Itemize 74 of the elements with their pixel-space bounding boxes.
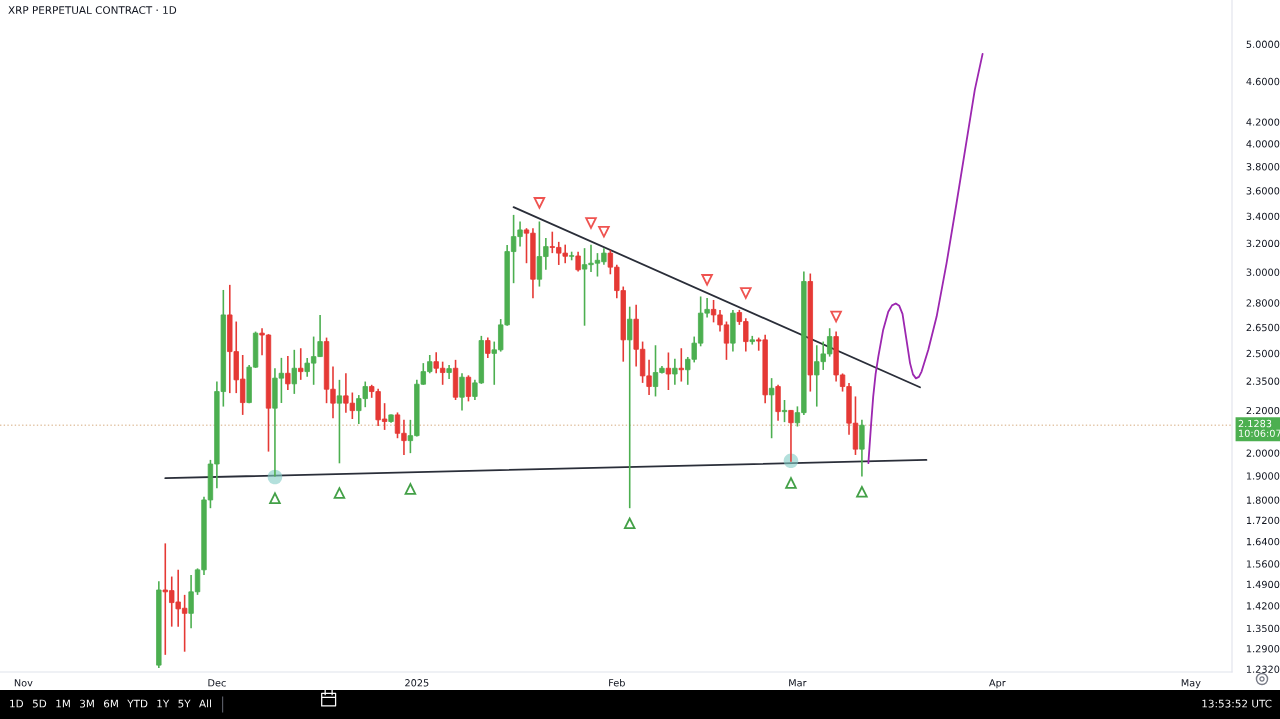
- candlestick: [291, 349, 297, 395]
- y-tick-label: 1.7200: [1246, 516, 1280, 525]
- ref-line-label: 2.1283 10:06:07: [1238, 419, 1280, 437]
- x-tick-label: Nov: [14, 679, 33, 687]
- y-tick-label: 1.5600: [1246, 560, 1280, 568]
- y-tick-label: 1.8000: [1246, 496, 1280, 504]
- y-tick-label: 4.2000: [1246, 118, 1280, 126]
- text: 3M: [80, 699, 94, 708]
- candlestick: [575, 250, 581, 273]
- y-tick-label: 4.0000: [1246, 140, 1280, 148]
- y-tick-label: 3.8000: [1246, 163, 1280, 171]
- x-tick-label: Feb: [609, 678, 625, 687]
- y-tick-label: 1.9000: [1246, 472, 1280, 480]
- point: [404, 483, 417, 495]
- point: [740, 287, 752, 299]
- candlestick: [285, 355, 291, 391]
- point: [598, 225, 610, 238]
- y-tick-label: 4.6000: [1246, 77, 1280, 86]
- x-tick-label: Mar: [789, 679, 807, 687]
- text: 1D: [10, 699, 24, 708]
- point: [701, 274, 713, 286]
- point: [785, 477, 797, 489]
- y-tick-label: 1.6400: [1246, 537, 1280, 546]
- candlestick: [781, 399, 788, 423]
- y-tick-label: 2.2000: [1246, 406, 1280, 415]
- y-tick-label: 1.4900: [1246, 580, 1280, 589]
- y-tick-label: 3.0000: [1246, 268, 1280, 276]
- x-tick-label: Apr: [989, 679, 1006, 689]
- point: [623, 517, 636, 530]
- candlestick: [768, 377, 775, 440]
- line-series: [867, 52, 984, 464]
- y-tick-label: 3.4000: [1246, 212, 1280, 221]
- text: 1Y: [157, 699, 170, 708]
- text: All: [199, 699, 211, 708]
- x-tick-label: May: [1181, 679, 1201, 689]
- point: [830, 310, 842, 323]
- text: 5D: [32, 699, 47, 708]
- text: 5Y: [178, 699, 191, 708]
- text: 6M: [103, 699, 118, 708]
- y-tick-label: 2.0000: [1246, 449, 1280, 457]
- y-tick-label: 2.6500: [1246, 323, 1280, 332]
- text: YTD: [127, 699, 148, 708]
- candlestick: [627, 305, 633, 509]
- point: [333, 487, 346, 499]
- candlestick: [485, 336, 491, 359]
- point: [269, 492, 281, 504]
- candlestick: [672, 357, 678, 386]
- y-tick-label: 1.2900: [1246, 645, 1280, 653]
- y-tick-label: 2.3500: [1246, 377, 1280, 385]
- text: 13:53:52 UTC: [1202, 699, 1272, 708]
- candlestick: [859, 419, 865, 478]
- x-tick-label: 2025: [405, 679, 429, 687]
- x-tick-label: Dec: [208, 679, 226, 687]
- candlestick: [298, 347, 304, 381]
- text: 1M: [56, 699, 70, 708]
- point: [267, 469, 283, 485]
- candlestick: [465, 374, 472, 403]
- candlestick: [459, 372, 465, 412]
- y-tick-label: 5.0000: [1246, 40, 1280, 48]
- y-tick-label: 1.2320: [1246, 665, 1280, 673]
- y-tick-label: 2.8000: [1246, 299, 1280, 307]
- candlestick: [336, 379, 343, 465]
- y-tick-label: 2.5000: [1246, 349, 1280, 358]
- y-tick-label: 3.2000: [1246, 239, 1280, 248]
- candlestick: [678, 347, 684, 383]
- candlestick: [788, 409, 794, 463]
- y-tick-label: 1.4200: [1246, 602, 1280, 610]
- point: [533, 197, 546, 209]
- candlestick: [665, 351, 672, 391]
- y-tick-label: 3.6000: [1246, 187, 1280, 195]
- point: [856, 486, 868, 498]
- chart-title: XRP PERPETUAL CONTRACT · 1D: [8, 6, 177, 15]
- point: [585, 217, 597, 229]
- y-tick-label: 1.3500: [1246, 624, 1280, 633]
